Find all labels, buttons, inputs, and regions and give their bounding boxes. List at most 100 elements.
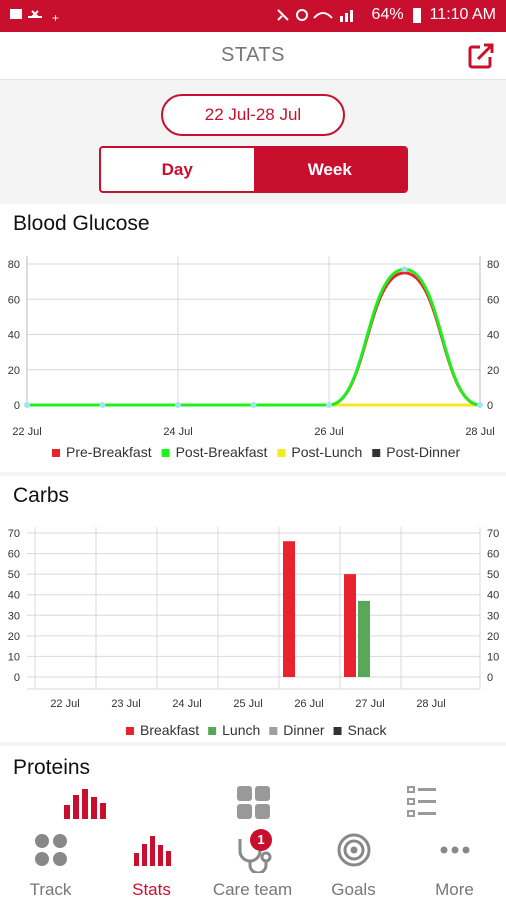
legend-label: Post-Breakfast [176,444,268,460]
legend-swatch [277,449,286,457]
bar-chart-tab-icon[interactable] [62,783,108,821]
stethoscope-icon [238,839,272,873]
y-tick-label: 50 [8,569,20,581]
legend-label: Lunch [222,722,260,738]
y-tick-label: 0 [14,672,20,684]
x-tick-label: 26 Jul [294,698,323,710]
legend-swatch [52,449,60,457]
carbs-card: Carbs 0 0 10 10 20 20 30 30 40 40 50 50 60 60 70 70 22 J… [0,476,506,742]
nav-stats[interactable]: Stats [101,775,202,900]
x-tick-label: 22 Jul [50,698,79,710]
date-range-button[interactable]: 22 Jul-28 Jul [161,94,345,136]
status-bar: + 64% 11:10 AM [0,0,506,32]
nav-care-team[interactable]: 1 Care team [202,775,303,900]
grid-circles-icon [35,834,67,866]
period-toggle: Day Week [99,146,408,193]
y-tick-label: 60 [487,549,499,561]
y-tick-label: 20 [8,365,20,377]
legend-swatch [269,727,278,735]
y-tick-label: 70 [487,528,499,540]
list-tab-icon[interactable] [406,785,438,821]
bottom-navigation: Track Stats 1 Care team Goals Mo [0,775,506,900]
y-tick-label: 30 [487,610,499,622]
legend-label: Dinner [283,722,325,738]
nav-care-team-label: Care team [212,880,293,899]
x-tick-label: 26 Jul [314,426,343,438]
nav-goals-label: Goals [331,880,376,899]
carbs-chart: 0 0 10 10 20 20 30 30 40 40 50 50 60 60 70 70 22 Jul 23 J… [8,527,499,738]
y-tick-label: 0 [14,400,20,412]
nav-more[interactable]: More [404,775,505,900]
y-tick-label: 10 [8,651,20,663]
y-tick-label: 60 [8,549,20,561]
legend-swatch [161,449,170,457]
legend-swatch [126,727,134,735]
y-tick-label: 40 [487,590,499,602]
y-tick-label: 60 [8,294,20,306]
y-tick-label: 0 [487,672,493,684]
data-point [24,402,30,408]
blood-glucose-card: Blood Glucose 0 0 20 20 40 40 60 60 80 80 22 Jul 24… [0,204,506,472]
y-tick-label: 20 [487,365,499,377]
notification-icons: + [8,6,68,29]
x-tick-label: 24 Jul [163,426,192,438]
y-tick-label: 40 [8,590,20,602]
legend-swatch [372,449,381,457]
legend-swatch [333,727,342,735]
y-tick-label: 40 [8,330,20,342]
y-tick-label: 20 [8,631,20,643]
data-point [175,402,181,408]
nav-goals[interactable]: Goals [303,775,404,900]
tab-day[interactable]: Day [161,160,193,179]
legend-label: Post-Lunch [291,444,362,460]
legend-label: Snack [348,722,388,738]
x-tick-label: 28 Jul [416,698,445,710]
series-line-pre-breakfast [27,271,481,407]
bar-breakfast [283,541,295,677]
proteins-title: Proteins [13,756,91,779]
glucose-chart: 0 0 20 20 40 40 60 60 80 80 22 Jul 24 Jul 26 Jul 28 J… [8,256,499,460]
x-tick-label: 24 Jul [172,698,201,710]
nav-more-label: More [435,880,474,899]
notification-icon: + [10,9,59,25]
nav-track[interactable]: Track [0,775,101,900]
share-icon[interactable] [466,41,496,71]
bar-lunch [358,600,370,677]
x-tick-label: 27 Jul [355,698,384,710]
data-point [326,402,332,408]
x-tick-label: 28 Jul [465,426,494,438]
battery-percent: 64% [371,6,404,23]
legend-label: Breakfast [140,722,199,738]
glucose-title: Blood Glucose [13,212,150,235]
data-point [401,266,408,273]
battery-icon [412,8,421,23]
page-title: STATS [221,44,285,66]
x-tick-label: 23 Jul [111,698,140,710]
nav-track-label: Track [29,880,72,899]
dots-icon [440,846,470,854]
x-tick-label: 22 Jul [12,426,41,438]
bar-chart-icon [134,836,171,866]
legend-swatch [208,727,217,735]
target-icon [337,833,371,867]
bar-breakfast [344,574,356,677]
clock: 11:10 AM [429,6,496,23]
tab-week[interactable]: Week [253,148,406,191]
svg-text:+: + [52,11,59,24]
care-team-badge: 1 [250,829,272,851]
y-tick-label: 70 [8,528,20,540]
y-tick-label: 60 [487,294,499,306]
y-tick-label: 80 [8,259,20,271]
app-header: STATS [0,32,506,80]
carbs-title: Carbs [13,484,70,507]
legend-label: Pre-Breakfast [66,444,152,460]
series-line-post-breakfast [27,267,481,407]
tiles-tab-icon[interactable] [236,785,272,821]
y-tick-label: 10 [487,651,499,663]
data-point [250,402,257,408]
y-tick-label: 40 [487,330,499,342]
legend-label: Post-Dinner [386,444,460,460]
y-tick-label: 50 [487,569,499,581]
y-tick-label: 0 [487,400,493,412]
x-tick-label: 25 Jul [233,698,262,710]
